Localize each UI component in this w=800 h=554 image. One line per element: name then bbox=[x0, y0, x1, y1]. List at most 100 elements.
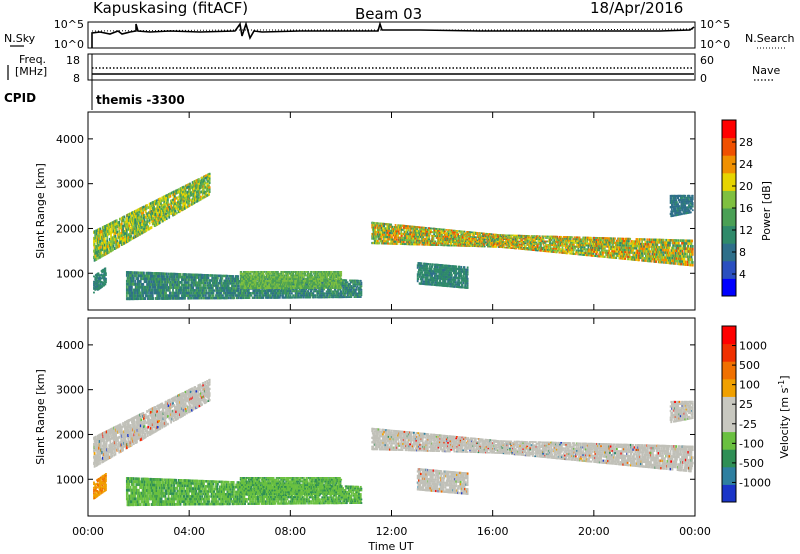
scatter-point bbox=[198, 286, 200, 290]
scatter-point bbox=[94, 281, 97, 284]
scatter-point bbox=[342, 281, 345, 284]
scatter-point bbox=[211, 286, 214, 290]
scatter-point bbox=[358, 290, 361, 293]
scatter-point bbox=[194, 289, 197, 292]
scatter-point bbox=[291, 287, 294, 291]
scatter-point bbox=[113, 247, 116, 251]
scatter-point bbox=[204, 190, 207, 194]
scatter-point bbox=[185, 196, 188, 200]
scatter-point bbox=[232, 287, 235, 290]
scatter-point bbox=[278, 289, 281, 293]
scatter-point bbox=[173, 205, 176, 208]
scatter-point bbox=[240, 271, 243, 273]
scatter-point bbox=[127, 221, 130, 225]
scatter-point bbox=[137, 228, 140, 231]
scatter-point bbox=[110, 237, 112, 241]
scatter-point bbox=[288, 279, 291, 282]
scatter-point bbox=[149, 205, 152, 208]
scatter-point bbox=[93, 287, 96, 290]
scatter-point bbox=[345, 281, 348, 284]
scatter-point bbox=[132, 210, 135, 214]
scatter-point bbox=[150, 280, 153, 284]
scatter-point bbox=[165, 288, 168, 292]
scatter-point bbox=[163, 213, 166, 217]
scatter-point bbox=[129, 232, 131, 236]
scatter-point bbox=[178, 205, 181, 208]
scatter-point bbox=[128, 238, 131, 242]
scatter-point bbox=[103, 284, 105, 287]
scatter-point bbox=[273, 287, 276, 289]
scatter-point bbox=[342, 296, 344, 299]
scatter-point bbox=[152, 200, 155, 204]
scatter-point bbox=[297, 283, 300, 286]
scatter-point bbox=[168, 210, 171, 214]
scatter-point bbox=[360, 292, 363, 295]
scatter-point bbox=[380, 233, 383, 236]
scatter-point bbox=[156, 277, 159, 281]
scatter-point bbox=[265, 272, 267, 275]
scatter-point bbox=[178, 273, 181, 276]
scatter-point bbox=[372, 230, 375, 234]
scatter-point bbox=[118, 244, 121, 248]
scatter-point bbox=[112, 248, 114, 252]
scatter-point bbox=[285, 290, 288, 293]
scatter-point bbox=[130, 279, 133, 283]
scatter-point bbox=[212, 276, 215, 280]
scatter-point bbox=[253, 285, 255, 288]
scatter-point bbox=[204, 193, 207, 196]
scatter-point bbox=[94, 283, 97, 286]
scatter-point bbox=[360, 294, 363, 297]
scatter-point bbox=[102, 281, 105, 284]
scatter-point bbox=[340, 274, 343, 277]
scatter-point bbox=[154, 200, 157, 203]
scatter-point bbox=[203, 279, 206, 282]
scatter-point bbox=[98, 284, 100, 287]
scatter-point bbox=[266, 281, 269, 284]
scatter-point bbox=[190, 184, 193, 187]
freq-panel: Freq. [MHz] 18 8 60 0 Nave bbox=[7, 53, 780, 85]
scatter-point bbox=[344, 290, 347, 293]
scatter-point bbox=[199, 286, 202, 290]
scatter-point bbox=[323, 283, 326, 286]
scatter-point bbox=[260, 281, 263, 284]
scatter-point bbox=[198, 284, 201, 287]
scatter-point bbox=[335, 274, 338, 277]
scatter-region bbox=[239, 271, 343, 289]
scatter-point bbox=[268, 276, 271, 279]
scatter-point bbox=[241, 289, 243, 292]
scatter-point bbox=[206, 286, 209, 290]
scatter-point bbox=[270, 292, 273, 295]
scatter-point bbox=[271, 292, 274, 295]
freq-unit: [MHz] bbox=[15, 65, 47, 78]
scatter-point bbox=[298, 274, 301, 277]
scatter-point bbox=[354, 290, 357, 293]
scatter-point bbox=[204, 186, 207, 189]
scatter-point bbox=[247, 291, 250, 295]
scatter-point bbox=[100, 284, 102, 287]
scatter-point bbox=[334, 285, 337, 288]
scatter-point bbox=[304, 272, 307, 275]
scatter-point bbox=[244, 281, 247, 284]
scatter-point bbox=[160, 212, 163, 216]
scatter-point bbox=[261, 292, 264, 295]
scatter-point bbox=[151, 283, 154, 286]
scatter-point bbox=[325, 279, 328, 282]
scatter-point bbox=[96, 241, 99, 245]
scatter-point bbox=[99, 227, 102, 231]
scatter-point bbox=[350, 296, 353, 299]
scatter-point bbox=[158, 283, 161, 287]
scatter-point bbox=[151, 206, 154, 210]
scatter-point bbox=[289, 285, 292, 288]
scatter-point bbox=[182, 296, 185, 300]
scatter-point bbox=[313, 279, 315, 282]
scatter-point bbox=[102, 232, 105, 236]
scatter-point bbox=[113, 226, 116, 230]
scatter-point bbox=[192, 294, 195, 297]
scatter-point bbox=[139, 277, 142, 281]
scatter-point bbox=[380, 235, 382, 238]
scatter-region bbox=[93, 172, 211, 262]
scatter-point bbox=[93, 291, 95, 294]
scatter-point bbox=[93, 286, 95, 289]
scatter-point bbox=[134, 235, 137, 238]
scatter-point bbox=[95, 275, 98, 278]
